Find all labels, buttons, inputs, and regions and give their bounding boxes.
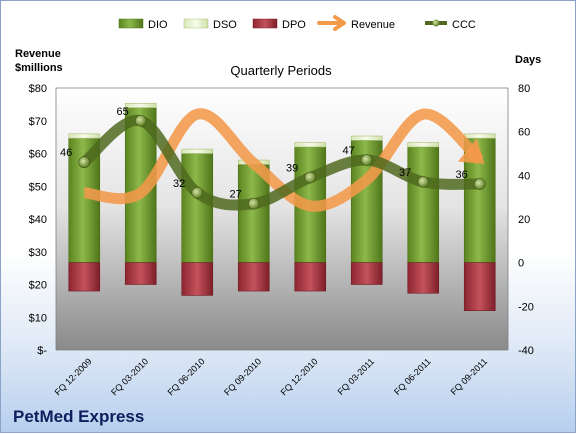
legend-swatch-dio <box>118 18 144 29</box>
legend-label-revenue: Revenue <box>351 19 395 31</box>
dpo-bar <box>463 262 496 311</box>
legend-marker-ccc <box>432 19 440 27</box>
ccc-data-label: 39 <box>286 163 298 175</box>
ccc-data-label: 46 <box>60 147 72 159</box>
ccc-data-label: 36 <box>456 169 468 181</box>
dso-bar <box>68 133 101 139</box>
right-axis-tick-label: -40 <box>518 345 534 357</box>
right-axis-tick-label: 40 <box>518 170 530 182</box>
right-axis-tick-label: 0 <box>518 258 524 270</box>
left-axis-tick-label: $- <box>37 345 47 357</box>
left-axis-tick-label: $20 <box>29 280 47 292</box>
right-axis-tick-label: 20 <box>518 214 530 226</box>
legend-label-dpo: DPO <box>282 19 306 31</box>
dpo-bar <box>237 262 270 292</box>
category-label: FQ 06-2011 <box>392 356 433 397</box>
left-axis-title-line2: $millions <box>15 62 63 74</box>
ccc-data-label: 32 <box>173 178 185 190</box>
dpo-bar <box>181 262 214 296</box>
legend-label-dso: DSO <box>213 19 237 31</box>
dpo-bar <box>124 262 157 285</box>
left-axis-tick-label: $30 <box>29 247 47 259</box>
ccc-data-label: 65 <box>117 106 129 118</box>
dio-bar <box>407 146 440 263</box>
dso-bar <box>407 142 440 148</box>
ccc-marker <box>417 176 430 188</box>
ccc-marker <box>247 197 260 210</box>
legend-swatch-dpo <box>252 18 278 29</box>
dpo-bar <box>350 262 383 285</box>
left-axis-tick-label: $50 <box>29 181 47 193</box>
right-axis-title: Days <box>515 54 541 66</box>
left-axis-tick-label: $80 <box>29 83 47 95</box>
left-axis-ticks: $- $10 $20 $30 $40 $50 $60 $70 $80 <box>29 83 48 357</box>
ccc-data-label: 47 <box>343 145 355 157</box>
ccc-marker <box>473 178 486 190</box>
dpo-bar <box>68 262 101 292</box>
left-axis-tick-label: $40 <box>29 214 47 226</box>
ccc-marker <box>134 114 147 127</box>
chart-title: Quarterly Periods <box>230 63 332 78</box>
dso-bar <box>181 148 214 154</box>
category-label: FQ 12-2009 <box>53 356 94 397</box>
legend-label-dio: DIO <box>148 19 168 31</box>
category-label: FQ 09-2010 <box>222 356 263 397</box>
dpo-bar <box>294 262 327 292</box>
legend-label-ccc: CCC <box>452 19 476 31</box>
revenue-arrowhead <box>457 138 485 164</box>
left-axis-tick-label: $70 <box>29 116 47 128</box>
category-labels: FQ 12-2009 FQ 03-2010 FQ 06-2010 FQ 09-2010… <box>53 356 490 397</box>
category-label: FQ 12-2010 <box>279 356 320 397</box>
dpo-bar <box>407 262 440 294</box>
dso-bar <box>294 142 327 148</box>
left-axis-tick-label: $10 <box>29 312 47 324</box>
legend-swatch-dso <box>183 18 209 29</box>
ccc-layer: 46 65 32 27 39 47 37 36 <box>60 106 486 211</box>
dso-bar <box>463 133 496 139</box>
ccc-marker <box>304 171 317 184</box>
category-label: FQ 09-2011 <box>449 356 490 397</box>
dso-bar <box>350 135 383 141</box>
left-axis-title-line1: Revenue <box>15 48 61 60</box>
ccc-marker <box>191 187 204 199</box>
ccc-data-label: 37 <box>399 167 411 179</box>
ccc-marker <box>78 156 91 169</box>
category-label: FQ 03-2011 <box>336 356 377 397</box>
ccc-data-label: 27 <box>230 189 242 201</box>
ccc-marker <box>360 154 373 166</box>
right-axis-tick-label: 60 <box>518 127 530 139</box>
category-label: FQ 03-2010 <box>109 356 150 397</box>
right-axis-ticks: -40 -20 0 20 40 60 80 <box>518 83 534 357</box>
right-axis-tick-label: 80 <box>518 83 530 95</box>
dio-bar <box>181 153 214 263</box>
legend-arrow-revenue <box>317 15 346 31</box>
category-label: FQ 06-2010 <box>166 356 207 397</box>
left-axis-tick-label: $60 <box>29 149 47 161</box>
right-axis-tick-label: -20 <box>518 301 534 313</box>
brand-label: PetMed Express <box>13 407 144 426</box>
dso-bar <box>124 102 157 108</box>
legend: DIO DSO DPO Revenue CCC <box>118 15 476 31</box>
